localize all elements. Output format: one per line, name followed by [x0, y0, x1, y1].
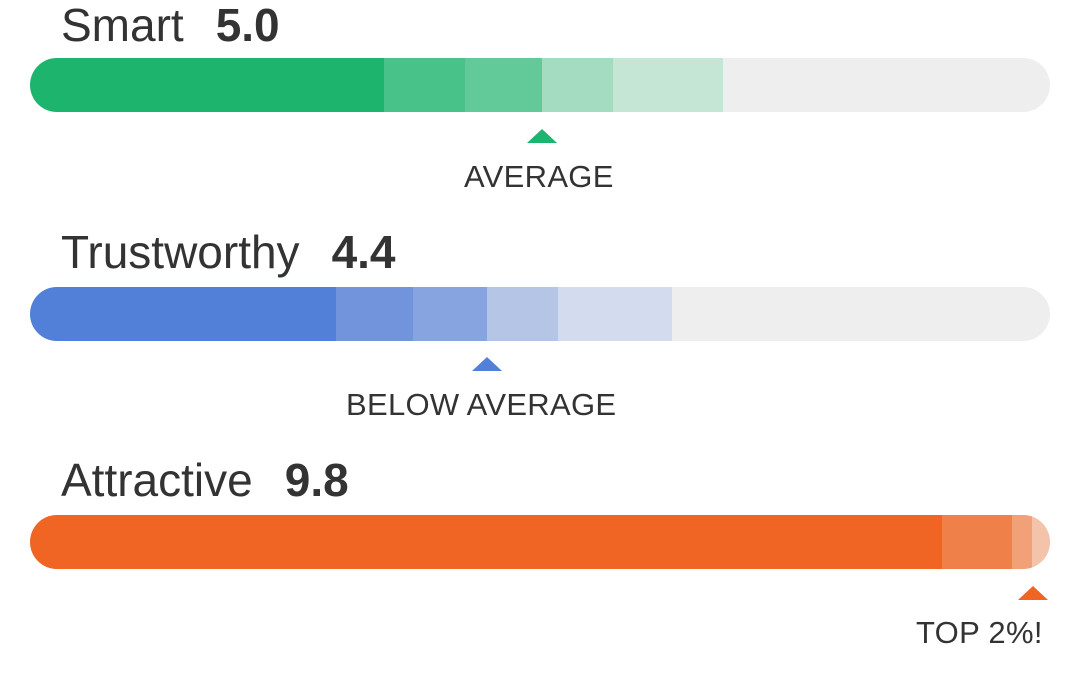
bar-band: [1032, 515, 1050, 569]
bar-band: [1012, 515, 1032, 569]
trait-header: Attractive 9.8: [61, 457, 349, 503]
bar-band: [30, 287, 336, 341]
bar-band: [413, 287, 487, 341]
trait-name: Smart: [61, 0, 184, 51]
bar-band: [942, 515, 1012, 569]
bar-band: [465, 58, 542, 112]
marker-triangle-icon: [527, 129, 557, 143]
bar-band: [336, 287, 413, 341]
rating-label: BELOW AVERAGE: [346, 387, 617, 422]
bar-band: [30, 515, 942, 569]
trait-header: Smart 5.0: [61, 2, 280, 48]
trait-name: Trustworthy: [61, 226, 300, 278]
bar-band: [30, 58, 384, 112]
trait-score: 4.4: [331, 226, 396, 278]
rating-label: TOP 2%!: [916, 615, 1043, 650]
trait-score: 5.0: [215, 0, 280, 51]
bar-band: [558, 287, 672, 341]
score-bar: [30, 515, 1050, 569]
rating-label: AVERAGE: [464, 159, 614, 194]
bar-band: [487, 287, 558, 341]
trait-header: Trustworthy 4.4: [61, 229, 396, 275]
bar-band: [542, 58, 613, 112]
score-bar: [30, 58, 1050, 112]
bar-band: [613, 58, 723, 112]
marker-triangle-icon: [472, 357, 502, 371]
score-bar: [30, 287, 1050, 341]
bar-band: [384, 58, 465, 112]
marker-triangle-icon: [1018, 586, 1048, 600]
trait-name: Attractive: [61, 454, 253, 506]
trait-score: 9.8: [284, 454, 349, 506]
